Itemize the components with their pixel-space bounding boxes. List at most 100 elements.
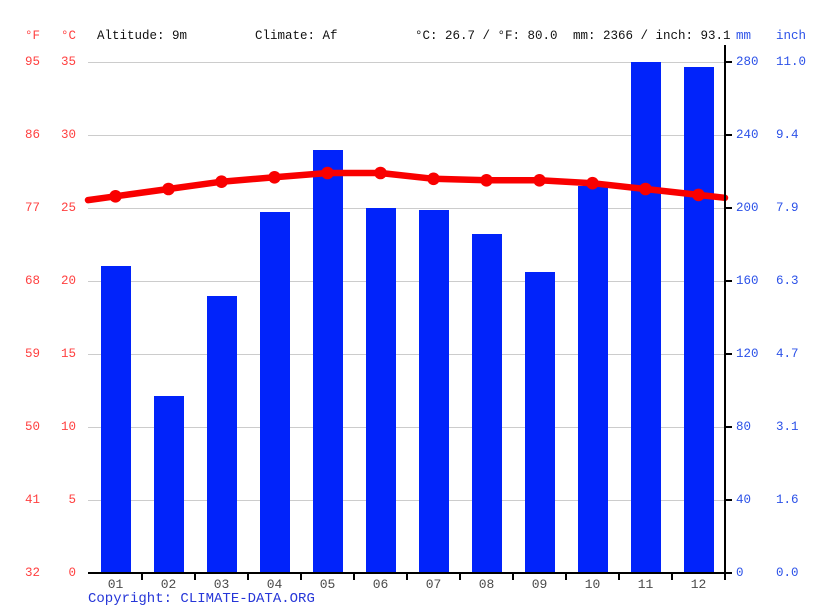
x-axis-tick bbox=[618, 573, 620, 580]
x-axis-tick bbox=[194, 573, 196, 580]
climate-zone-info: Climate: Af bbox=[255, 29, 338, 43]
fahrenheit-tick-label: 50 bbox=[24, 420, 40, 434]
month-label: 11 bbox=[637, 577, 654, 592]
precip-bar bbox=[100, 266, 131, 573]
precip-bar bbox=[206, 295, 237, 573]
inch-tick-label: 6.3 bbox=[776, 274, 799, 288]
celsius-tick-label: 5 bbox=[68, 493, 76, 507]
celsius-tick-label: 25 bbox=[60, 201, 76, 215]
inch-tick-label: 7.9 bbox=[776, 201, 799, 215]
precip-bar bbox=[259, 211, 290, 573]
inch-unit-label: inch bbox=[776, 29, 807, 43]
mm-tick-label: 80 bbox=[736, 420, 752, 434]
average-temperature-info: °C: 26.7 / °F: 80.0 bbox=[415, 29, 558, 43]
x-axis-tick bbox=[353, 573, 355, 580]
mm-tick-label: 0 bbox=[736, 566, 744, 580]
month-label: 05 bbox=[319, 577, 336, 592]
inch-tick-label: 4.7 bbox=[776, 347, 799, 361]
month-label: 07 bbox=[425, 577, 442, 592]
gridline bbox=[88, 281, 725, 282]
precip-bar bbox=[683, 67, 714, 573]
precip-bar bbox=[630, 62, 661, 573]
right-axis-tick bbox=[725, 426, 732, 428]
right-axis-line bbox=[724, 45, 726, 580]
precip-bar bbox=[418, 209, 449, 573]
gridline bbox=[88, 208, 725, 209]
precip-bar bbox=[312, 149, 343, 573]
x-axis-tick bbox=[512, 573, 514, 580]
fahrenheit-unit-label: °F bbox=[24, 29, 40, 43]
mm-tick-label: 40 bbox=[736, 493, 752, 507]
x-axis-tick bbox=[300, 573, 302, 580]
celsius-tick-label: 0 bbox=[68, 566, 76, 580]
month-label: 01 bbox=[107, 577, 124, 592]
x-axis-tick bbox=[141, 573, 143, 580]
mm-unit-label: mm bbox=[736, 29, 752, 43]
mm-tick-label: 120 bbox=[736, 347, 759, 361]
right-axis-tick bbox=[725, 499, 732, 501]
celsius-tick-label: 20 bbox=[60, 274, 76, 288]
right-axis-tick bbox=[725, 280, 732, 282]
total-precipitation-info: mm: 2366 / inch: 93.1 bbox=[573, 29, 731, 43]
celsius-tick-label: 15 bbox=[60, 347, 76, 361]
x-axis-tick bbox=[565, 573, 567, 580]
fahrenheit-tick-label: 68 bbox=[24, 274, 40, 288]
month-label: 02 bbox=[160, 577, 177, 592]
x-axis-tick bbox=[406, 573, 408, 580]
precip-bar bbox=[577, 186, 608, 573]
right-axis-tick bbox=[725, 61, 732, 63]
fahrenheit-tick-label: 59 bbox=[24, 347, 40, 361]
month-label: 06 bbox=[372, 577, 389, 592]
mm-tick-label: 160 bbox=[736, 274, 759, 288]
gridline bbox=[88, 500, 725, 501]
inch-tick-label: 0.0 bbox=[776, 566, 799, 580]
gridline bbox=[88, 62, 725, 63]
fahrenheit-tick-label: 95 bbox=[24, 55, 40, 69]
month-label: 10 bbox=[584, 577, 601, 592]
fahrenheit-tick-label: 86 bbox=[24, 128, 40, 142]
month-label: 04 bbox=[266, 577, 283, 592]
fahrenheit-tick-label: 41 bbox=[24, 493, 40, 507]
climate-data-org-link[interactable]: CLIMATE-DATA.ORG bbox=[180, 591, 315, 607]
right-axis-tick bbox=[725, 572, 732, 574]
altitude-info: Altitude: 9m bbox=[97, 29, 188, 43]
x-axis-tick bbox=[247, 573, 249, 580]
right-axis-tick bbox=[725, 207, 732, 209]
inch-tick-label: 1.6 bbox=[776, 493, 799, 507]
fahrenheit-tick-label: 77 bbox=[24, 201, 40, 215]
x-axis-tick bbox=[459, 573, 461, 580]
inch-tick-label: 11.0 bbox=[776, 55, 807, 69]
fahrenheit-tick-label: 32 bbox=[24, 566, 40, 580]
precip-bar bbox=[153, 395, 184, 573]
celsius-unit-label: °C bbox=[60, 29, 76, 43]
precip-bar bbox=[365, 208, 396, 573]
right-axis-tick bbox=[725, 134, 732, 136]
precip-bar bbox=[524, 271, 555, 573]
mm-tick-label: 200 bbox=[736, 201, 759, 215]
mm-tick-label: 240 bbox=[736, 128, 759, 142]
inch-tick-label: 9.4 bbox=[776, 128, 799, 142]
inch-tick-label: 3.1 bbox=[776, 420, 799, 434]
copyright-text: Copyright: bbox=[88, 591, 181, 607]
precip-bar bbox=[471, 233, 502, 573]
x-axis-tick bbox=[671, 573, 673, 580]
month-label: 09 bbox=[531, 577, 548, 592]
gridline bbox=[88, 427, 725, 428]
month-label: 08 bbox=[478, 577, 495, 592]
month-label: 03 bbox=[213, 577, 230, 592]
celsius-tick-label: 30 bbox=[60, 128, 76, 142]
gridline bbox=[88, 354, 725, 355]
right-axis-tick bbox=[725, 353, 732, 355]
gridline bbox=[88, 135, 725, 136]
copyright-line: Copyright: CLIMATE-DATA.ORG bbox=[88, 591, 315, 607]
celsius-tick-label: 35 bbox=[60, 55, 76, 69]
mm-tick-label: 280 bbox=[736, 55, 759, 69]
month-label: 12 bbox=[690, 577, 707, 592]
celsius-tick-label: 10 bbox=[60, 420, 76, 434]
